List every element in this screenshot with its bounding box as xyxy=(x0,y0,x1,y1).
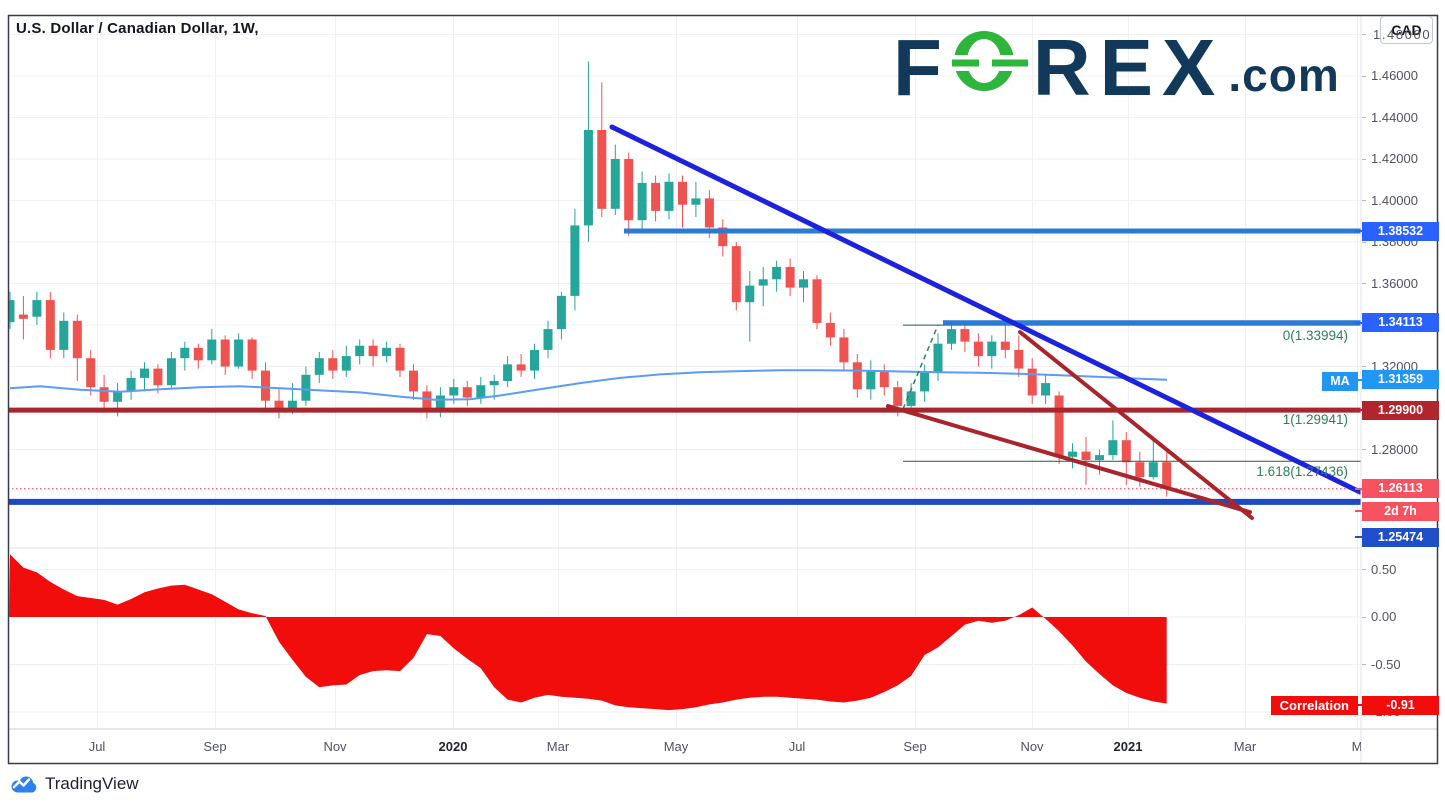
time-axis-label: Jul xyxy=(88,739,106,754)
time-axis-label: May xyxy=(663,739,689,754)
time-axis-label: 2021 xyxy=(1113,739,1143,754)
time-axis-label: Mar xyxy=(1233,739,1257,754)
time-axis-label: Nov xyxy=(1020,739,1044,754)
time-axis[interactable]: Jul Sep Nov 2020 Mar May Jul Sep Nov 2021 Mar M xyxy=(0,729,1361,764)
time-axis-label: Sep xyxy=(203,739,227,754)
time-axis-label: Sep xyxy=(903,739,927,754)
tradingview-attribution[interactable]: TradingView xyxy=(10,773,139,795)
time-axis-label: M xyxy=(1351,739,1361,754)
currency-cad-button[interactable]: CAD xyxy=(1380,16,1433,44)
symbol-title: U.S. Dollar / Canadian Dollar, 1W, xyxy=(16,20,259,37)
time-axis-label: Mar xyxy=(546,739,570,754)
tradingview-brand-text: TradingView xyxy=(45,774,139,793)
time-axis-label: Nov xyxy=(323,739,347,754)
tradingview-cloud-icon xyxy=(11,776,37,793)
time-axis-label: Jul xyxy=(788,739,806,754)
time-axis-label: 2020 xyxy=(438,739,468,754)
